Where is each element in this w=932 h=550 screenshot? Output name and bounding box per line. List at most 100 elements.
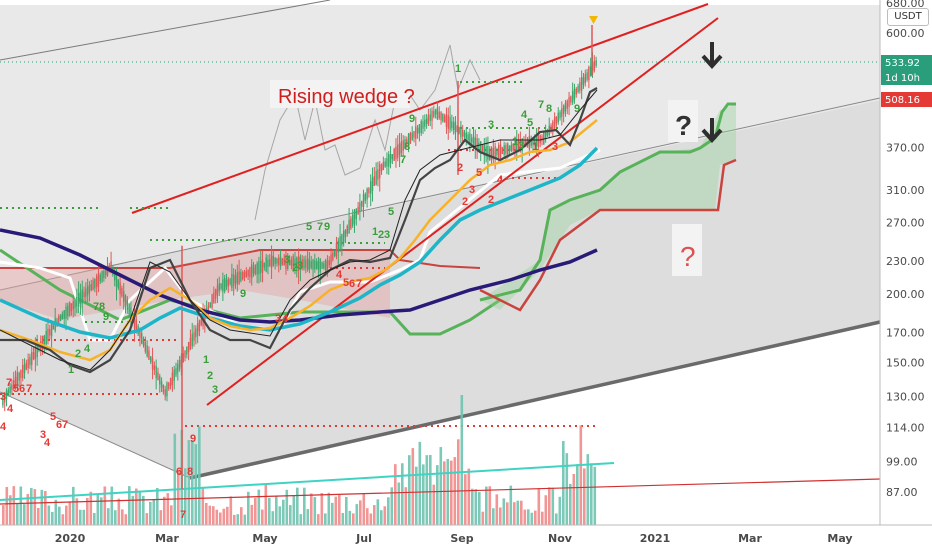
volume-bar — [331, 502, 334, 525]
td-seq-red-label: 7 — [26, 383, 32, 395]
candle-body — [461, 129, 464, 137]
candle-body — [492, 147, 495, 159]
td-seq-red-label: 3 — [552, 141, 558, 153]
candle-body — [519, 139, 522, 152]
candle-body — [191, 333, 193, 347]
candle-body — [454, 121, 457, 134]
candle-body — [517, 141, 520, 151]
volume-bar — [9, 495, 12, 525]
td-seq-green-label: 9 — [409, 113, 415, 125]
candle-body — [56, 319, 58, 325]
candle-body — [128, 303, 130, 315]
candle-body — [207, 305, 210, 311]
volume-bar — [47, 505, 51, 525]
volume-bar — [149, 501, 152, 525]
currency-label[interactable]: USDT — [887, 8, 929, 26]
candle-body — [261, 259, 264, 273]
volume-bar — [457, 439, 460, 525]
candle-body — [550, 125, 552, 131]
candle-body — [440, 112, 442, 121]
candle-body — [36, 344, 38, 358]
volume-bar — [177, 470, 180, 525]
volume-bar — [54, 499, 58, 525]
candle-body — [568, 97, 570, 107]
volume-bar — [12, 486, 16, 525]
candle-body — [95, 276, 98, 288]
candle-body — [411, 132, 413, 140]
candle-body — [593, 60, 595, 71]
candle-body — [333, 249, 336, 257]
volume-bar — [439, 447, 443, 525]
candle-body — [312, 259, 314, 270]
price-tick-label: 680.00 — [886, 0, 925, 10]
volume-bar — [558, 496, 562, 525]
volume-bar — [163, 496, 166, 525]
candle-body — [388, 154, 390, 167]
candle-body — [366, 188, 368, 200]
volume-bar — [243, 514, 247, 525]
candle-body — [449, 117, 451, 130]
candle-body — [580, 77, 583, 91]
candle-body — [252, 267, 255, 274]
candle-body — [357, 206, 359, 215]
candle-body — [532, 137, 534, 146]
candle-body — [463, 132, 466, 137]
candle-body — [52, 324, 55, 330]
candle-body — [543, 132, 545, 145]
candle-body — [342, 230, 345, 243]
volume-bar — [152, 499, 156, 525]
candle-body — [319, 258, 321, 273]
candle-body — [575, 88, 577, 95]
candle-body — [72, 301, 74, 310]
candle-body — [494, 146, 496, 160]
candle-body — [68, 302, 71, 316]
volume-bar — [509, 485, 513, 525]
candle-body — [139, 330, 141, 339]
time-tick-label: Mar — [738, 532, 762, 545]
volume-bar — [37, 507, 40, 525]
candle-body — [514, 143, 516, 151]
candle-body — [404, 139, 406, 149]
candle-body — [292, 256, 294, 270]
volume-bar — [380, 510, 383, 525]
channel-fill — [0, 5, 880, 290]
volume-bar — [19, 486, 23, 525]
td-seq-green-label: 9 — [240, 288, 246, 300]
candle-body — [159, 376, 161, 385]
candle-body — [18, 372, 20, 381]
td-seq-red-label: 9 — [190, 433, 196, 445]
candle-body — [368, 188, 370, 194]
candle-body — [395, 146, 397, 160]
td-seq-green-label: 7 — [93, 301, 99, 313]
candle-body — [278, 257, 280, 266]
candle-body — [438, 111, 440, 119]
candle-body — [351, 214, 354, 226]
price-tick-label: 600.00 — [886, 27, 925, 40]
volume-bar — [495, 494, 499, 525]
td-seq-red-label: 7 — [6, 377, 12, 389]
candle-body — [559, 111, 561, 118]
candle-body — [570, 96, 572, 103]
volume-bar — [359, 500, 362, 525]
candle-body — [472, 136, 475, 147]
candle-body — [238, 271, 240, 284]
candle-body — [400, 141, 403, 154]
candle-body — [467, 134, 469, 141]
candle-body — [119, 282, 121, 294]
volume-bar — [362, 494, 366, 525]
candle-body — [34, 347, 37, 360]
volume-bar — [464, 474, 467, 525]
td-seq-red-label: 4 — [44, 437, 51, 449]
td-seq-green-label: 8 — [404, 141, 410, 153]
price-tick-label: 87.00 — [886, 486, 918, 499]
td-seq-green-label: 8 — [99, 301, 105, 313]
time-axis[interactable]: 2020 Mar May Jul Sep Nov 2021 Mar May — [55, 532, 853, 545]
candle-body — [523, 140, 525, 148]
candle-body — [106, 265, 109, 276]
td-seq-green-label: 9 — [103, 311, 109, 323]
candle-body — [314, 260, 316, 270]
candle-body — [373, 176, 376, 186]
volume-bar — [268, 497, 271, 525]
ma-teal-line — [0, 146, 599, 340]
